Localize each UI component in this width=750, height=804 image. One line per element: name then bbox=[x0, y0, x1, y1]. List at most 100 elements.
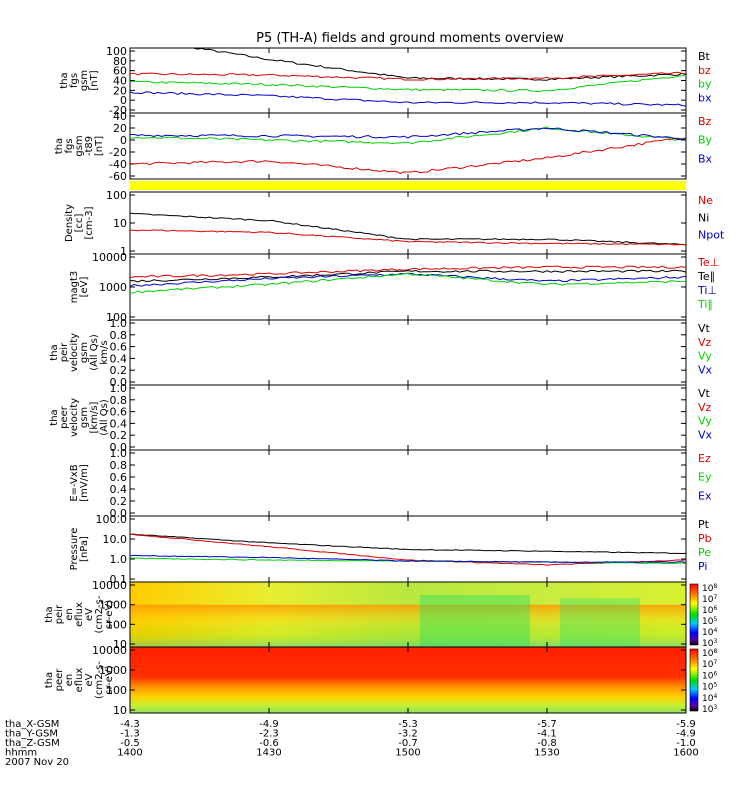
colorbar-tick-exponent: 7 bbox=[713, 659, 717, 666]
colorbar-tick-exponent: 5 bbox=[713, 616, 717, 623]
ytick-label: 0.4 bbox=[110, 417, 128, 430]
colorbar-tick-exponent: 6 bbox=[713, 605, 717, 612]
ylabel-line: [cm-3] bbox=[84, 206, 95, 239]
ytick-label: 0 bbox=[120, 134, 127, 147]
ytick-label: 0.2 bbox=[110, 429, 128, 442]
time-axis-value: 1400 bbox=[117, 748, 142, 759]
series-line-bz bbox=[129, 71, 687, 81]
ytick-label: 40 bbox=[113, 75, 127, 88]
legend-Ex: Ex bbox=[698, 489, 712, 502]
series-line-Te∥ bbox=[129, 269, 687, 283]
colorbar-tick-exponent: 7 bbox=[713, 594, 717, 601]
ylabel-line: tha bbox=[59, 72, 70, 88]
legend-Vz: Vz bbox=[698, 336, 712, 349]
series-line-By bbox=[129, 126, 687, 145]
ytick-label: 0.0 bbox=[110, 441, 128, 454]
ytick-label: -40 bbox=[109, 158, 127, 171]
ylabel-line: [eV] bbox=[79, 277, 90, 298]
legend-Vt: Vt bbox=[698, 387, 711, 400]
ylabel-line: [nT] bbox=[89, 70, 100, 90]
legend-Ti∥: Ti∥ bbox=[697, 298, 713, 311]
legend-Bx: Bx bbox=[698, 152, 713, 165]
spectrogram-green-region bbox=[420, 595, 530, 647]
legend-By: By bbox=[698, 134, 713, 147]
colorbar-tick-exponent: 8 bbox=[713, 583, 717, 590]
ytick-label: 60 bbox=[113, 65, 127, 78]
ylabel-line: tha bbox=[44, 606, 55, 622]
ytick-label: 100.0 bbox=[96, 513, 128, 526]
colorbar bbox=[689, 583, 699, 646]
colorbar-tick-label: 107 bbox=[702, 659, 717, 671]
ytick-label: 0.0 bbox=[110, 507, 128, 520]
time-axis-row-name: tha_Z-GSM bbox=[5, 738, 60, 749]
ytick-label: 0.2 bbox=[110, 495, 128, 508]
series-line-Te⊥ bbox=[129, 265, 687, 279]
colorbar-tick-label: 104 bbox=[702, 692, 717, 704]
series-line-Ti∥ bbox=[129, 272, 687, 294]
ylabel-line: peir bbox=[54, 604, 65, 624]
colorbar-tick-exponent: 3 bbox=[713, 638, 717, 645]
ytick-label: 1000 bbox=[99, 664, 127, 677]
colorbar-tick-exponent: 4 bbox=[713, 692, 717, 699]
ytick-label: 40 bbox=[113, 110, 127, 123]
colorbar-tick-exponent: 3 bbox=[713, 704, 717, 711]
ytick-label: 0.8 bbox=[110, 329, 128, 342]
time-axis-value: -0.6 bbox=[259, 738, 279, 749]
ylabel-line: velocity bbox=[69, 398, 80, 437]
legend-Vx: Vx bbox=[698, 428, 713, 441]
ytick-label: -20 bbox=[109, 146, 127, 159]
ytick-label: 10 bbox=[113, 638, 127, 651]
colorbar-tick-exponent: 4 bbox=[713, 627, 717, 634]
ytick-label: 100 bbox=[106, 311, 127, 324]
ylabel-line: [nT] bbox=[94, 136, 105, 156]
colorbar-tick-label: 104 bbox=[702, 627, 717, 639]
ylabel-line: [mV/m] bbox=[79, 464, 90, 502]
panel-frame-efield bbox=[129, 449, 687, 517]
ytick-label: 0.2 bbox=[110, 364, 128, 377]
ytick-label: 1 bbox=[120, 245, 127, 258]
ylabel-line: tha bbox=[44, 672, 55, 688]
time-axis-row-name: tha_X-GSM bbox=[5, 719, 59, 730]
colorbar-tick-label: 103 bbox=[702, 704, 717, 716]
ytick-label: 0.8 bbox=[110, 394, 128, 407]
panel-frame-density bbox=[129, 191, 687, 255]
ytick-label: 80 bbox=[113, 55, 127, 68]
ytick-label: 0.6 bbox=[110, 341, 128, 354]
ylabel-line: tha bbox=[49, 344, 60, 360]
ylabel-line: peir bbox=[59, 342, 70, 362]
legend-Vy: Vy bbox=[698, 415, 712, 428]
series-line-Bx bbox=[129, 127, 687, 141]
series-line-Pe bbox=[129, 557, 687, 565]
time-axis-value: -5.7 bbox=[537, 719, 557, 730]
ylabel-peir_eflux: tha peir en eflux eV (cm2-s-sr-eV) bbox=[44, 595, 115, 633]
ytick-label: 0.0 bbox=[110, 376, 128, 389]
time-axis-value: -3.2 bbox=[398, 729, 418, 740]
ylabel-line: eflux bbox=[74, 668, 85, 693]
colorbar-tick-label: 105 bbox=[702, 616, 717, 628]
ytick-label: 1000 bbox=[99, 599, 127, 612]
ytick-label: 1.0 bbox=[110, 553, 128, 566]
ytick-label: 10000 bbox=[92, 251, 127, 264]
ytick-label: 100 bbox=[106, 45, 127, 58]
ylabel-line: Pressure bbox=[69, 528, 80, 571]
ylabel-line: eV bbox=[84, 673, 95, 686]
panel-frame-peir_velocity bbox=[129, 319, 687, 386]
ylabel-line: gsm bbox=[79, 70, 90, 91]
time-axis-value: 1500 bbox=[395, 748, 420, 759]
legend-Te∥: Te∥ bbox=[697, 270, 715, 283]
ytick-label: 10000 bbox=[92, 644, 127, 657]
ylabel-peer_velocity: tha peer velocity gsm [km/s] (All Qs) bbox=[49, 398, 110, 437]
ylabel-efield: E=-VxB [mV/m] bbox=[69, 464, 90, 502]
time-axis-value: -5.3 bbox=[398, 719, 418, 730]
legend-Vt: Vt bbox=[698, 322, 711, 335]
flag-bar bbox=[130, 181, 686, 190]
ytick-label: 1000 bbox=[99, 281, 127, 294]
ylabel-fgs_gsm: tha fgs gsm [nT] bbox=[59, 70, 100, 91]
ylabel-pressure: Pressure [nPa] bbox=[69, 528, 90, 571]
legend-Ne: Ne bbox=[698, 194, 713, 207]
legend-Ez: Ez bbox=[698, 452, 711, 465]
ylabel-line: eV bbox=[84, 608, 95, 621]
series-line-Pb bbox=[129, 533, 687, 566]
legend-Pb: Pb bbox=[698, 532, 712, 545]
